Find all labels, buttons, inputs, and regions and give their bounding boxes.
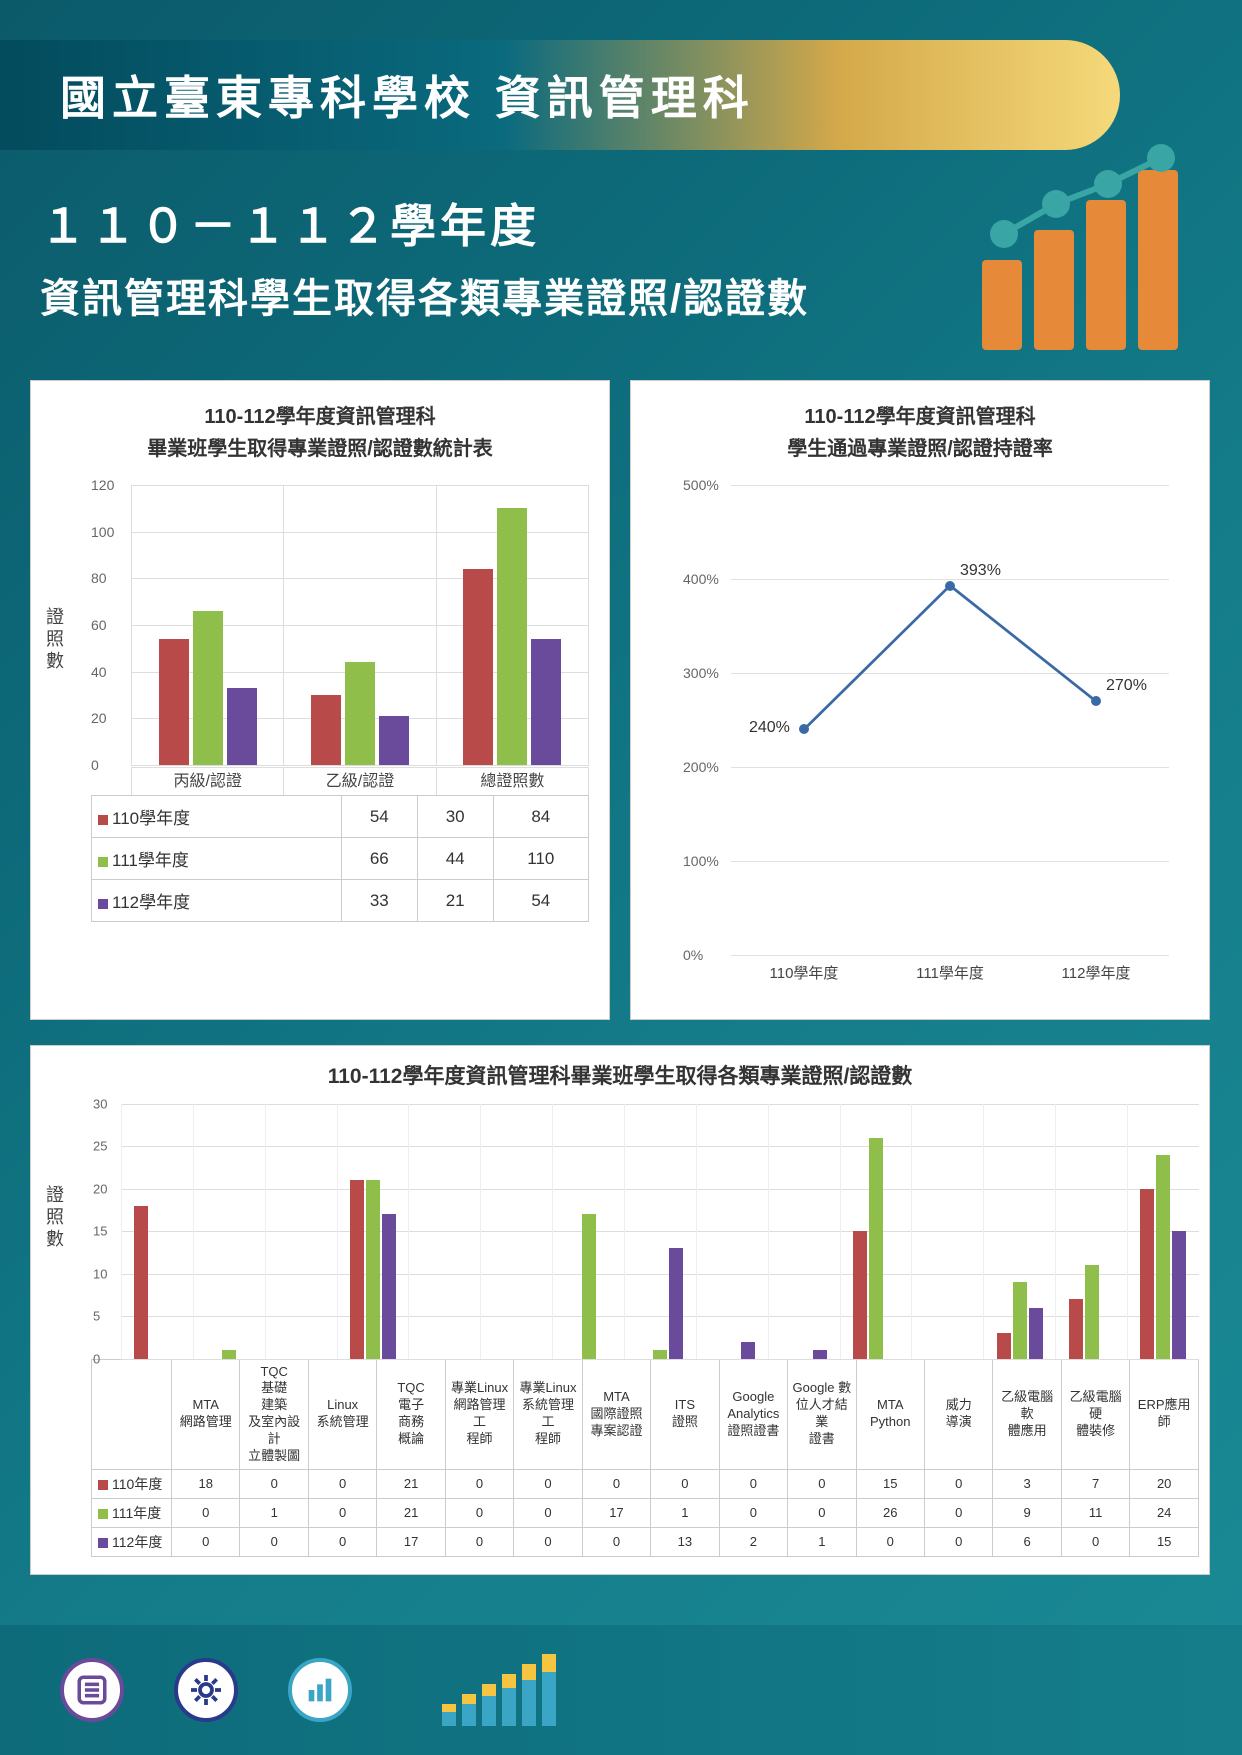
- list-icon: [60, 1658, 124, 1722]
- header-barchart-icon: [982, 150, 1202, 350]
- chart1-ylabel: 證照數: [41, 607, 67, 673]
- chart3-plot: 證照數 051015202530: [91, 1104, 1199, 1359]
- barchart-icon: [288, 1658, 352, 1722]
- chart2-card: 110-112學年度資訊管理科 學生通過專業證照/認證持證率 0%100%200…: [630, 380, 1210, 1020]
- chart2-plot: 0%100%200%300%400%500%110學年度111學年度112學年度…: [681, 475, 1179, 995]
- chart3-title: 110-112學年度資訊管理科畢業班學生取得各類專業證照/認證數: [31, 1046, 1209, 1094]
- subtitle-block: １１０－１１２學年度 資訊管理科學生取得各類專業證照/認證數: [40, 190, 809, 324]
- chart2-title-l2: 學生通過專業證照/認證持證率: [631, 433, 1209, 465]
- footer-bar: [0, 1625, 1242, 1755]
- chart3-ylabel: 證照數: [41, 1185, 67, 1251]
- chart1-title-l2: 畢業班學生取得專業證照/認證數統計表: [31, 433, 609, 465]
- chart1-card: 110-112學年度資訊管理科 畢業班學生取得專業證照/認證數統計表 證照數 0…: [30, 380, 610, 1020]
- chart2-title: 110-112學年度資訊管理科 學生通過專業證照/認證持證率: [631, 381, 1209, 465]
- gear-icon: [174, 1658, 238, 1722]
- chart1-title-l1: 110-112學年度資訊管理科: [31, 401, 609, 433]
- subtitle-line1: １１０－１１２學年度: [40, 190, 809, 256]
- subtitle-line2: 資訊管理科學生取得各類專業證照/認證數: [40, 266, 809, 324]
- header-ribbon: 國立臺東專科學校 資訊管理科: [0, 40, 1120, 150]
- chart2-title-l1: 110-112學年度資訊管理科: [631, 401, 1209, 433]
- chart3-card: 110-112學年度資訊管理科畢業班學生取得各類專業證照/認證數 證照數 051…: [30, 1045, 1210, 1575]
- header-title: 國立臺東專科學校 資訊管理科: [60, 62, 755, 128]
- chart1-title: 110-112學年度資訊管理科 畢業班學生取得專業證照/認證數統計表: [31, 381, 609, 465]
- chart1-data-table: 110學年度543084111學年度6644110112學年度332154: [91, 795, 589, 922]
- chart3-data-table: MTA網路管理TQC基礎建築及室內設計立體製圖Linux系統管理TQC電子商務概…: [91, 1359, 1199, 1557]
- chart1-plot: 證照數 020406080100120 丙級/認證乙級/認證總證照數: [91, 485, 589, 795]
